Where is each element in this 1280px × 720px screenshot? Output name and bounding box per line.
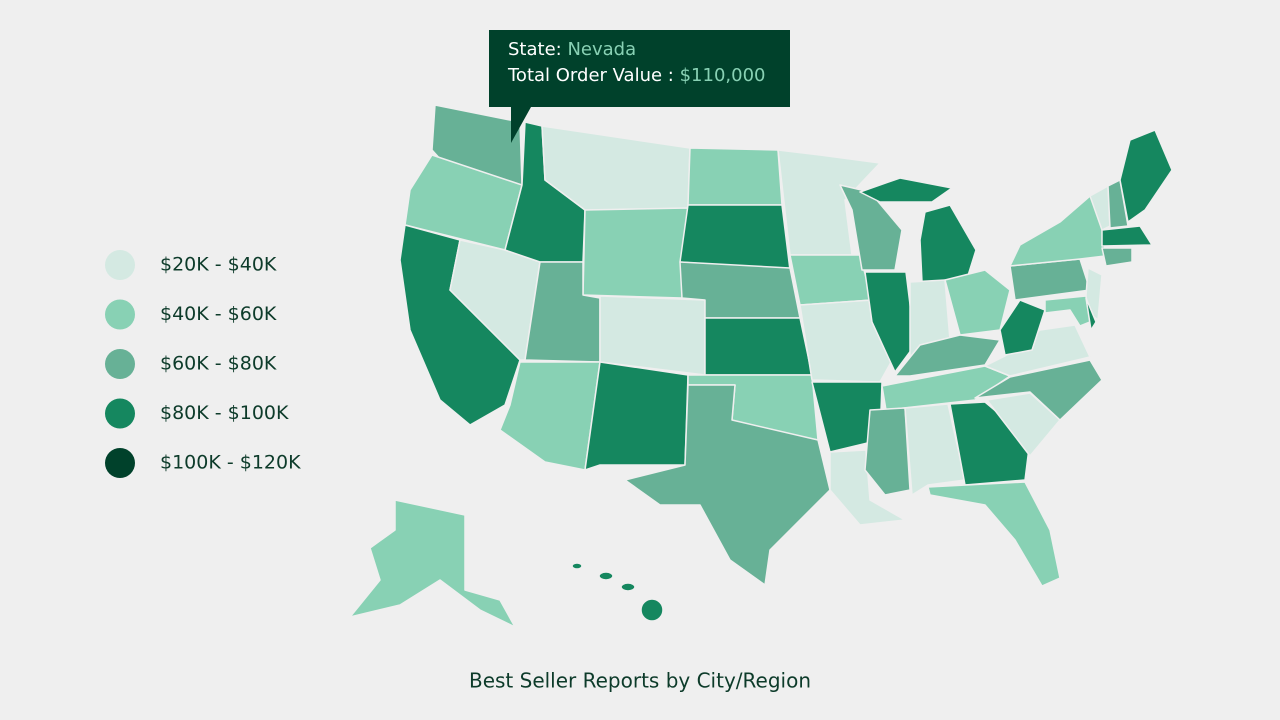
tooltip-label: Total Order Value : [507,65,674,86]
legend-swatch [105,448,135,478]
legend-swatch [105,398,135,429]
state[interactable] [984,324,1091,377]
state[interactable] [687,147,783,206]
state[interactable] [1119,129,1173,223]
state[interactable] [598,571,614,581]
state[interactable] [974,359,1103,421]
state[interactable] [620,582,636,592]
state[interactable] [640,598,664,622]
state[interactable] [904,403,966,496]
legend-swatch [105,349,135,379]
tooltip-line: Total Order Value : $110,000 [507,65,765,86]
legend-label: $40K - $60K [160,303,277,325]
state[interactable] [944,269,1011,336]
tooltip-value: $110,000 [680,65,766,86]
state[interactable] [571,562,583,570]
state[interactable] [1101,225,1153,247]
legend-label: $80K - $100K [160,402,289,424]
state[interactable] [864,407,911,496]
legend-swatch [105,250,135,280]
tooltip-box [489,30,790,143]
state[interactable] [584,361,689,471]
tooltip-label: State: [508,39,562,60]
state[interactable] [789,254,873,306]
state[interactable] [864,271,916,373]
state[interactable] [1085,297,1097,331]
state[interactable] [679,204,791,271]
state[interactable] [624,384,831,586]
legend-label: $20K - $40K [160,254,277,276]
caption: Best Seller Reports by City/Region [469,669,811,693]
state[interactable] [599,295,706,376]
legend-label: $60K - $80K [160,353,277,375]
state[interactable] [582,207,689,299]
state[interactable] [1107,179,1129,229]
tooltip-line: State: Nevada [508,39,636,60]
state[interactable] [859,177,953,203]
state[interactable] [404,154,523,251]
state[interactable] [1101,247,1133,267]
state[interactable] [894,334,1001,377]
state[interactable] [999,299,1046,356]
tooltip-value: Nevada [567,39,636,60]
state[interactable] [949,401,1031,486]
state[interactable] [704,317,813,376]
legend-swatch [105,299,135,330]
us-map [349,104,1173,628]
legend-label: $100K - $120K [160,452,301,474]
legend: $20K - $40K $40K - $60K $60K - $80K $80K - … [105,250,301,478]
state[interactable] [927,481,1061,587]
state[interactable] [1044,295,1091,327]
state[interactable] [349,499,516,628]
tooltip: State: Nevada Total Order Value : $110,0… [489,30,790,143]
